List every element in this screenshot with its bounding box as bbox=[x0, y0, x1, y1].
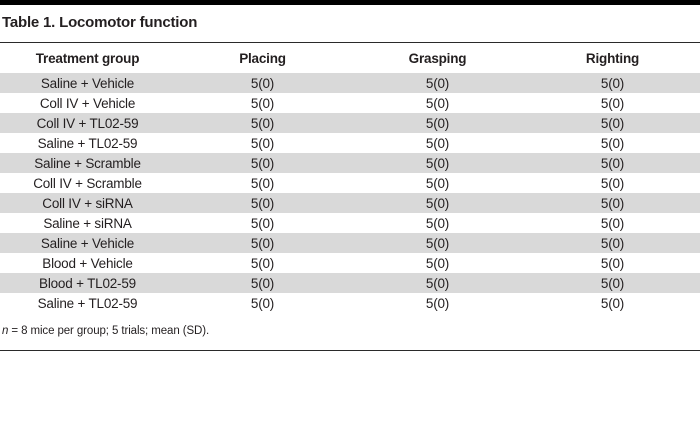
table-title: Table 1. Locomotor function bbox=[2, 14, 198, 31]
score-cell: 5(0) bbox=[600, 135, 625, 151]
score-cell: 5(0) bbox=[425, 115, 450, 131]
treatment-group-cell: Blood + Vehicle bbox=[42, 255, 133, 271]
score-cell: 5(0) bbox=[250, 215, 275, 231]
column-header-grasping: Grasping bbox=[408, 50, 467, 66]
score-cell: 5(0) bbox=[250, 275, 275, 291]
score-cell: 5(0) bbox=[250, 235, 275, 251]
score-cell: 5(0) bbox=[425, 175, 450, 191]
column-header-righting: Righting bbox=[585, 50, 640, 66]
score-cell: 5(0) bbox=[600, 295, 625, 311]
score-cell: 5(0) bbox=[600, 95, 625, 111]
title-divider bbox=[0, 42, 700, 43]
table-footnote: n = 8 mice per group; 5 trials; mean (SD… bbox=[2, 324, 700, 338]
treatment-group-cell: Saline + TL02-59 bbox=[37, 295, 138, 311]
footnote-n-symbol: n bbox=[2, 325, 9, 337]
score-cell: 5(0) bbox=[600, 255, 625, 271]
score-cell: 5(0) bbox=[600, 75, 625, 91]
treatment-group-cell: Blood + TL02-59 bbox=[39, 275, 136, 291]
score-cell: 5(0) bbox=[250, 155, 275, 171]
score-cell: 5(0) bbox=[600, 275, 625, 291]
table-row: Saline + TL02-59 5(0) 5(0) 5(0) bbox=[0, 133, 700, 153]
score-cell: 5(0) bbox=[425, 295, 450, 311]
table-row: Coll IV + siRNA 5(0) 5(0) 5(0) bbox=[0, 193, 700, 213]
score-cell: 5(0) bbox=[425, 155, 450, 171]
table-top-border bbox=[0, 0, 700, 5]
header-row: Treatment group Placing Grasping Rightin… bbox=[0, 43, 700, 73]
score-cell: 5(0) bbox=[425, 255, 450, 271]
column-header-placing: Placing bbox=[239, 50, 286, 66]
table-body: Saline + Vehicle 5(0) 5(0) 5(0) Coll IV + Ve… bbox=[0, 73, 700, 313]
treatment-group-cell: Saline + Vehicle bbox=[40, 235, 135, 251]
score-cell: 5(0) bbox=[425, 235, 450, 251]
table-row: Blood + Vehicle 5(0) 5(0) 5(0) bbox=[0, 253, 700, 273]
treatment-group-cell: Coll IV + TL02-59 bbox=[36, 115, 139, 131]
table-row: Blood + TL02-59 5(0) 5(0) 5(0) bbox=[0, 273, 700, 293]
column-header-treatment-group: Treatment group bbox=[35, 50, 140, 66]
score-cell: 5(0) bbox=[600, 215, 625, 231]
table-row: Saline + Scramble 5(0) 5(0) 5(0) bbox=[0, 153, 700, 173]
score-cell: 5(0) bbox=[250, 195, 275, 211]
locomotor-function-table: Treatment group Placing Grasping Rightin… bbox=[0, 43, 700, 313]
score-cell: 5(0) bbox=[425, 75, 450, 91]
treatment-group-cell: Saline + TL02-59 bbox=[37, 135, 138, 151]
score-cell: 5(0) bbox=[600, 235, 625, 251]
table-row: Coll IV + Scramble 5(0) 5(0) 5(0) bbox=[0, 173, 700, 193]
score-cell: 5(0) bbox=[425, 215, 450, 231]
score-cell: 5(0) bbox=[250, 75, 275, 91]
table-row: Saline + TL02-59 5(0) 5(0) 5(0) bbox=[0, 293, 700, 313]
score-cell: 5(0) bbox=[250, 255, 275, 271]
table-row: Coll IV + Vehicle 5(0) 5(0) 5(0) bbox=[0, 93, 700, 113]
treatment-group-cell: Saline + Vehicle bbox=[40, 75, 135, 91]
score-cell: 5(0) bbox=[600, 115, 625, 131]
score-cell: 5(0) bbox=[600, 195, 625, 211]
score-cell: 5(0) bbox=[600, 155, 625, 171]
table-row: Saline + Vehicle 5(0) 5(0) 5(0) bbox=[0, 233, 700, 253]
treatment-group-cell: Saline + siRNA bbox=[43, 215, 132, 231]
score-cell: 5(0) bbox=[250, 95, 275, 111]
score-cell: 5(0) bbox=[250, 135, 275, 151]
table-header: Treatment group Placing Grasping Rightin… bbox=[0, 43, 700, 73]
score-cell: 5(0) bbox=[600, 175, 625, 191]
table-row: Saline + Vehicle 5(0) 5(0) 5(0) bbox=[0, 73, 700, 93]
score-cell: 5(0) bbox=[425, 195, 450, 211]
treatment-group-cell: Coll IV + siRNA bbox=[42, 195, 133, 211]
footnote-text: = 8 mice per group; 5 trials; mean (SD). bbox=[8, 325, 210, 337]
treatment-group-cell: Coll IV + Vehicle bbox=[39, 95, 136, 111]
score-cell: 5(0) bbox=[250, 115, 275, 131]
score-cell: 5(0) bbox=[425, 135, 450, 151]
treatment-group-cell: Saline + Scramble bbox=[34, 155, 141, 171]
score-cell: 5(0) bbox=[250, 175, 275, 191]
table-row: Coll IV + TL02-59 5(0) 5(0) 5(0) bbox=[0, 113, 700, 133]
table-row: Saline + siRNA 5(0) 5(0) 5(0) bbox=[0, 213, 700, 233]
score-cell: 5(0) bbox=[425, 95, 450, 111]
table-bottom-border bbox=[0, 350, 700, 351]
score-cell: 5(0) bbox=[425, 275, 450, 291]
treatment-group-cell: Coll IV + Scramble bbox=[33, 175, 142, 191]
score-cell: 5(0) bbox=[250, 295, 275, 311]
